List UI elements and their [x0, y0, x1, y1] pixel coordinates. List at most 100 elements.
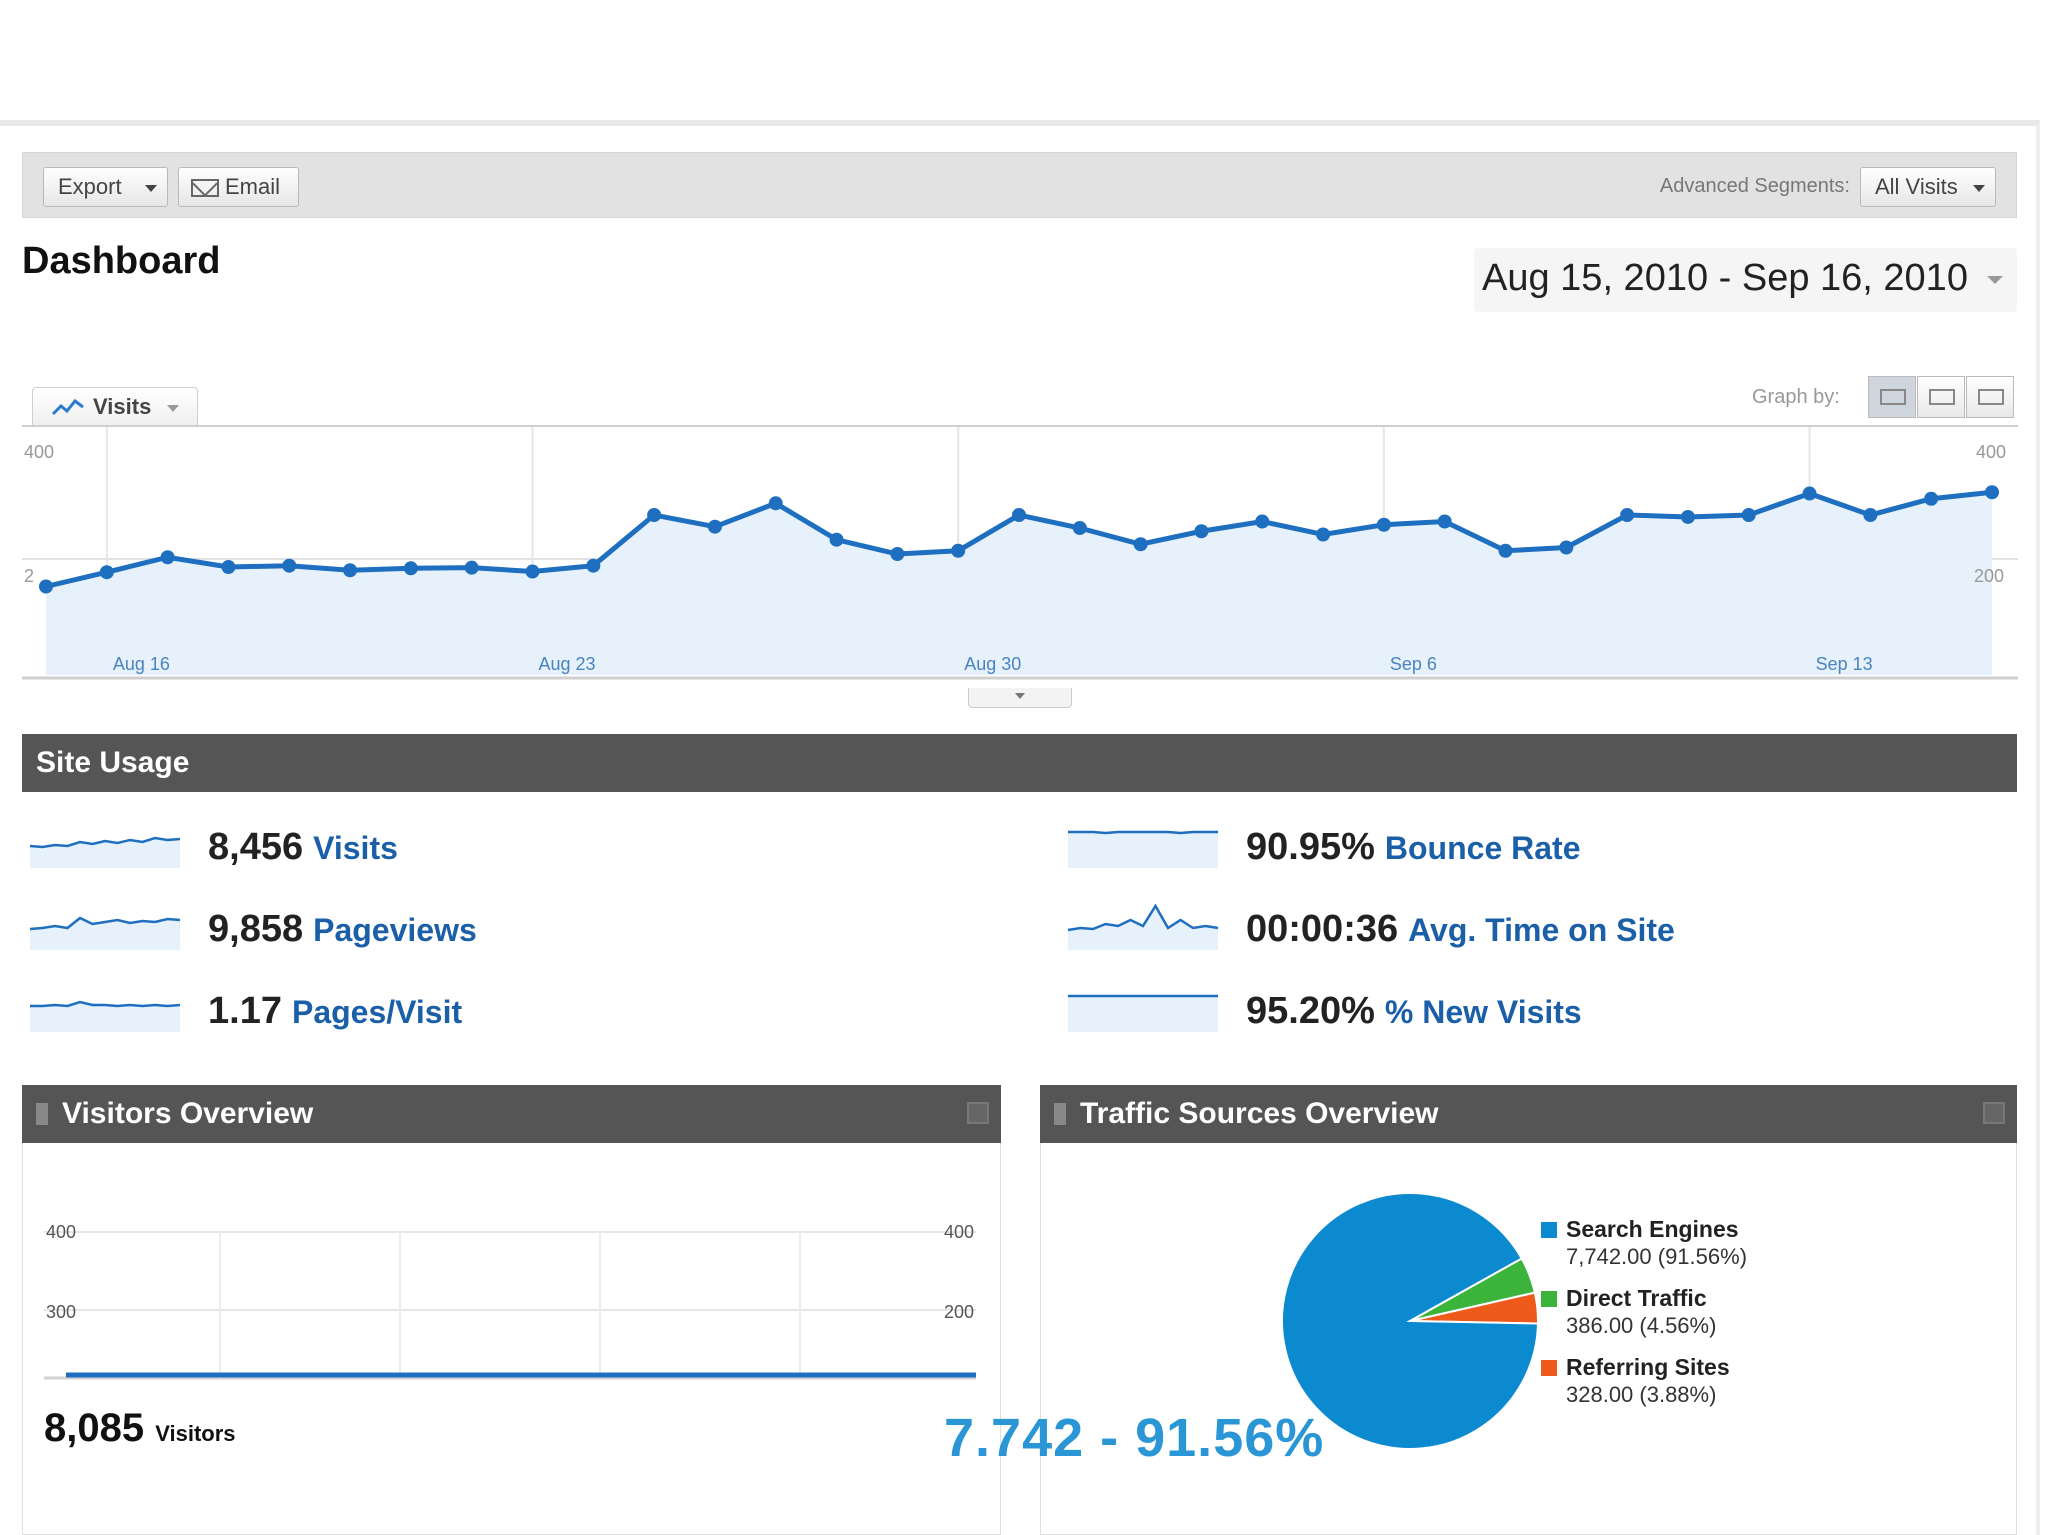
- legend-name: Search Engines: [1566, 1216, 1739, 1242]
- metric-row: 1.17 Pages/Visit: [28, 984, 928, 1044]
- legend-item: Direct Traffic 386.00 (4.56%): [1541, 1284, 1717, 1340]
- visitors-count-value: 8,085: [44, 1406, 145, 1450]
- legend-item: Search Engines 7,742.00 (91.56%): [1541, 1215, 1748, 1271]
- x-tick-label: Sep 6: [1390, 654, 1437, 674]
- segments-select[interactable]: All Visits: [1860, 167, 1996, 207]
- metric-row: 95.20%% New Visits: [1066, 984, 1966, 1044]
- metric-number: 9,858: [208, 908, 304, 950]
- metric-value: 9,858 Pageviews: [208, 908, 477, 951]
- visits-point: [1802, 486, 1817, 501]
- visits-point: [1194, 524, 1209, 539]
- visits-point: [1012, 508, 1026, 522]
- visitors-count: 8,085 Visitors: [44, 1406, 236, 1451]
- export-button[interactable]: Export: [43, 167, 168, 207]
- visits-point: [1133, 537, 1148, 552]
- visits-point: [1559, 540, 1574, 555]
- legend-detail: 7,742.00 (91.56%): [1566, 1244, 1748, 1269]
- metric-link[interactable]: % New Visits: [1384, 994, 1582, 1030]
- visits-point: [1985, 485, 1999, 500]
- visits-point: [282, 558, 297, 573]
- visits-point: [951, 543, 966, 558]
- visits-point: [1072, 521, 1087, 535]
- metric-row: 90.95% Bounce Rate: [1066, 820, 1966, 880]
- metric-value: 00:00:36 Avg. Time on Site: [1246, 908, 1675, 951]
- page-title: Dashboard: [22, 240, 221, 282]
- metric-selector[interactable]: Visits: [32, 387, 198, 427]
- metric-label: Visits: [93, 394, 152, 419]
- legend-swatch: [1541, 1291, 1557, 1307]
- graph-by-month-button[interactable]: [1966, 376, 2014, 418]
- metric-value: 95.20%% New Visits: [1246, 990, 1582, 1033]
- traffic-pie-chart: [1281, 1192, 1539, 1450]
- sparkline-icon: [1067, 903, 1219, 950]
- advanced-segments-label: Advanced Segments:: [1659, 175, 1850, 197]
- metric-number: 95.20%: [1246, 990, 1375, 1032]
- visits-point: [1316, 527, 1331, 542]
- visits-line-chart: Aug 16 Aug 23 Aug 30 Sep 6 Sep 13 400 2 400 200: [22, 425, 2018, 680]
- metric-link[interactable]: Pages/Visit: [291, 994, 463, 1030]
- legend-swatch: [1541, 1360, 1557, 1376]
- graph-by-label: Graph by:: [1752, 386, 1840, 408]
- visits-point: [829, 532, 844, 547]
- sparkline-icon: [30, 1000, 181, 1032]
- visits-point: [1376, 517, 1391, 532]
- graph-by-day-button[interactable]: [1868, 376, 1916, 418]
- email-label: Email: [225, 174, 281, 199]
- month-view-icon: [1978, 389, 2004, 405]
- y-tick-label: 200: [1974, 566, 2004, 586]
- chevron-down-icon: [145, 185, 157, 192]
- visits-point: [39, 579, 53, 594]
- visits-point: [1255, 514, 1270, 529]
- date-range-picker[interactable]: Aug 15, 2010 - Sep 16, 2010: [1474, 248, 2017, 312]
- visits-point: [403, 561, 418, 576]
- visits-point: [1498, 543, 1513, 558]
- day-view-icon: [1880, 389, 1906, 405]
- site-usage-header: Site Usage: [22, 734, 2017, 792]
- pie-tooltip: 7.742 - 91.56%: [944, 1408, 1325, 1468]
- metric-link[interactable]: Visits: [313, 830, 398, 866]
- y-tick-label: 200: [944, 1302, 974, 1322]
- segments-value: All Visits: [1875, 174, 1958, 199]
- traffic-sources-title: Traffic Sources Overview: [1080, 1097, 1439, 1130]
- visits-point: [768, 496, 783, 511]
- close-icon[interactable]: [1983, 1102, 2005, 1124]
- collapse-graph-toggle[interactable]: [968, 688, 1072, 708]
- email-button[interactable]: Email: [178, 167, 299, 207]
- sparkline-icon: [29, 916, 181, 950]
- metric-number: 8,456: [208, 826, 304, 868]
- visits-point: [1863, 508, 1878, 522]
- visits-point: [99, 565, 114, 580]
- metric-link[interactable]: Bounce Rate: [1384, 830, 1581, 866]
- visitors-line-chart: 400 300 400 200: [44, 1222, 976, 1380]
- dashboard-frame: [0, 120, 2040, 1535]
- visits-point: [1620, 508, 1635, 522]
- y-tick-label: 2: [24, 566, 34, 586]
- legend-detail: 328.00 (3.88%): [1566, 1382, 1717, 1407]
- metric-link[interactable]: Avg. Time on Site: [1408, 912, 1675, 948]
- metric-value: 1.17 Pages/Visit: [208, 990, 462, 1033]
- visits-point: [221, 560, 236, 574]
- metric-link[interactable]: Pageviews: [313, 912, 477, 948]
- drag-handle-icon[interactable]: [1054, 1103, 1066, 1125]
- chevron-down-icon: [167, 405, 179, 412]
- visitors-overview-header: Visitors Overview: [22, 1085, 1001, 1143]
- metric-value: 90.95% Bounce Rate: [1246, 826, 1580, 869]
- x-tick-label: Aug 23: [539, 654, 596, 674]
- graph-by-week-button[interactable]: [1917, 376, 1965, 418]
- visits-point: [1924, 491, 1939, 506]
- visits-point: [160, 550, 175, 565]
- x-tick-label: Aug 30: [964, 654, 1021, 674]
- legend-detail: 386.00 (4.56%): [1566, 1313, 1717, 1338]
- metric-value: 8,456 Visits: [208, 826, 398, 869]
- close-icon[interactable]: [967, 1102, 989, 1124]
- visits-point: [647, 508, 662, 522]
- chevron-down-icon: [1973, 185, 1985, 192]
- visits-area: [46, 492, 1992, 675]
- y-tick-label: 400: [46, 1222, 76, 1242]
- metric-row: 8,456 Visits: [28, 820, 928, 880]
- date-range-text: Aug 15, 2010 - Sep 16, 2010: [1482, 257, 1968, 299]
- x-tick-label: Sep 13: [1816, 654, 1873, 674]
- metric-number: 1.17: [208, 990, 282, 1032]
- chevron-down-icon: [1987, 276, 2003, 284]
- drag-handle-icon[interactable]: [36, 1103, 48, 1125]
